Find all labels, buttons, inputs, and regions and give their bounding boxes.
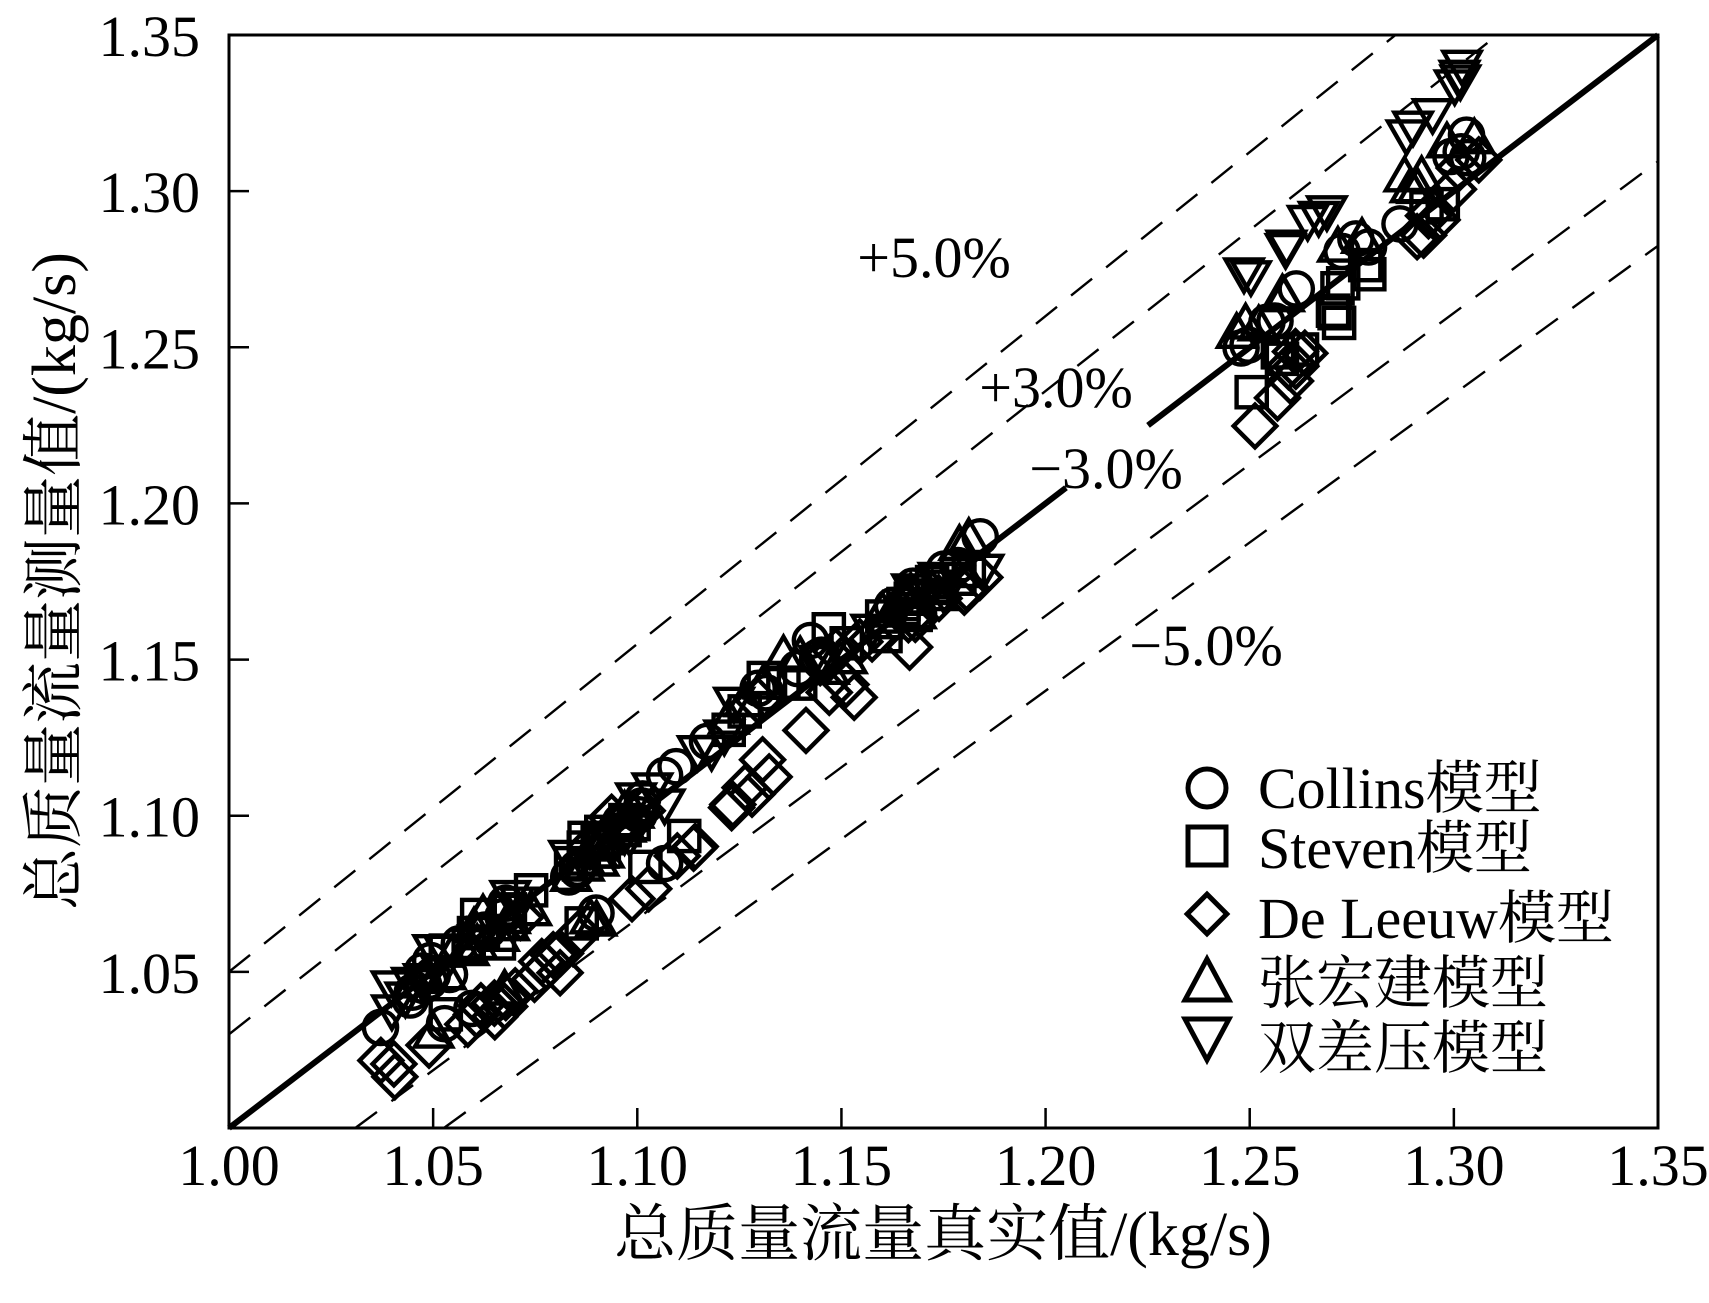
svg-text:−5.0%: −5.0% bbox=[1129, 613, 1283, 678]
svg-text:1.30: 1.30 bbox=[99, 160, 201, 225]
svg-text:De Leeuw模型: De Leeuw模型 bbox=[1258, 886, 1614, 951]
svg-text:Steven模型: Steven模型 bbox=[1258, 816, 1532, 881]
svg-text:1.05: 1.05 bbox=[382, 1133, 484, 1198]
svg-text:总质量流量真实值/(kg/s): 总质量流量真实值/(kg/s) bbox=[614, 1201, 1272, 1269]
svg-text:1.20: 1.20 bbox=[995, 1133, 1097, 1198]
svg-text:−3.0%: −3.0% bbox=[1029, 436, 1183, 501]
svg-text:张宏建模型: 张宏建模型 bbox=[1258, 951, 1548, 1016]
svg-text:1.20: 1.20 bbox=[99, 472, 201, 537]
svg-text:1.15: 1.15 bbox=[791, 1133, 893, 1198]
svg-text:+5.0%: +5.0% bbox=[857, 225, 1011, 290]
svg-text:总质量流量测量值/(kg/s): 总质量流量测量值/(kg/s) bbox=[21, 252, 89, 910]
svg-text:1.10: 1.10 bbox=[587, 1133, 689, 1198]
svg-text:1.15: 1.15 bbox=[99, 629, 201, 694]
svg-text:1.35: 1.35 bbox=[1607, 1133, 1709, 1198]
svg-text:1.35: 1.35 bbox=[99, 4, 201, 69]
svg-text:1.30: 1.30 bbox=[1403, 1133, 1505, 1198]
svg-text:1.00: 1.00 bbox=[178, 1133, 280, 1198]
svg-text:Collins模型: Collins模型 bbox=[1258, 756, 1542, 821]
svg-text:双差压模型: 双差压模型 bbox=[1258, 1016, 1548, 1081]
svg-text:+3.0%: +3.0% bbox=[979, 355, 1133, 420]
svg-text:1.10: 1.10 bbox=[99, 785, 201, 850]
svg-text:1.05: 1.05 bbox=[99, 941, 201, 1006]
svg-text:1.25: 1.25 bbox=[99, 316, 201, 381]
svg-text:1.25: 1.25 bbox=[1199, 1133, 1301, 1198]
